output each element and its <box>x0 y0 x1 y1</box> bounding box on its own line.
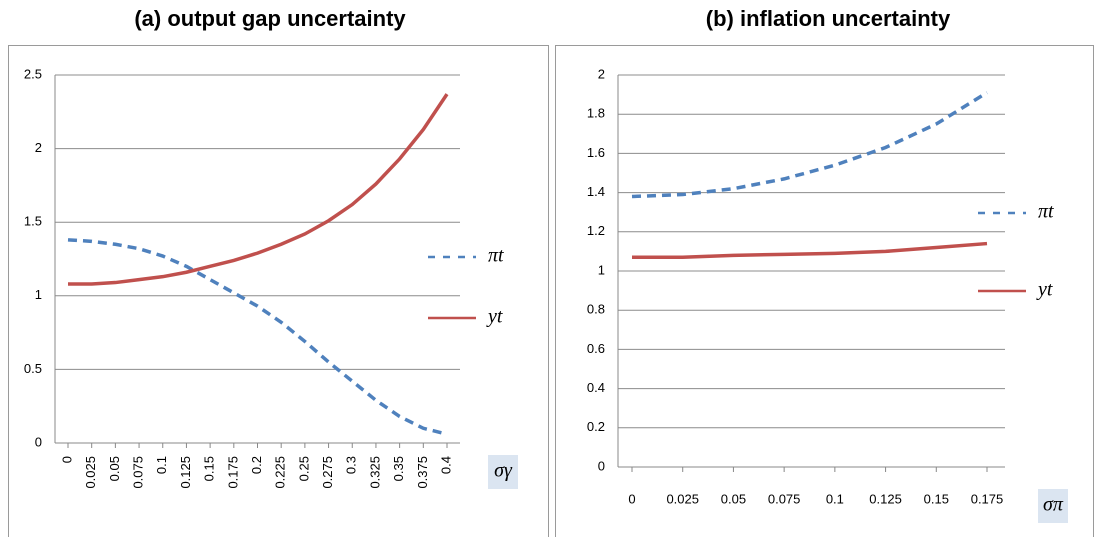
legend-label: yt <box>486 306 503 328</box>
x-tick-label: 0.175 <box>225 456 240 489</box>
x-tick-label: 0 <box>628 491 635 506</box>
y-tick-label: 1.8 <box>587 106 605 121</box>
x-tick-label: 0.075 <box>131 456 146 489</box>
x-tick-label: 0.1 <box>826 491 844 506</box>
x-tick-label: 0 <box>59 456 74 463</box>
x-tick-label: 0.125 <box>178 456 193 489</box>
data-line <box>632 241 988 260</box>
legend-label: πt <box>488 245 504 267</box>
y-tick-label: 1 <box>598 262 605 277</box>
x-tick-label: 0.25 <box>296 456 311 481</box>
y-tick-label: 1.6 <box>587 145 605 160</box>
data-line <box>67 238 448 436</box>
y-tick-label: 1.5 <box>24 214 42 229</box>
x-tick-label: 0.125 <box>869 491 902 506</box>
y-tick-label: 1.4 <box>587 184 605 199</box>
y-tick-label: 1.2 <box>587 223 605 238</box>
y-tick-label: 0.8 <box>587 302 605 317</box>
x-tick-label: 0.025 <box>666 491 699 506</box>
y-tick-label: 0.2 <box>587 419 605 434</box>
x-tick-label: 0.325 <box>367 456 382 489</box>
legend-label: yt <box>1036 279 1053 301</box>
x-tick-label: 0.225 <box>273 456 288 489</box>
x-tick-label: 0.15 <box>924 491 949 506</box>
y-tick-label: 0 <box>598 458 605 473</box>
x-tick-label: 0.025 <box>83 456 98 489</box>
x-tick-label: 0.05 <box>721 491 746 506</box>
data-line <box>68 93 449 286</box>
x-tick-label: 0.375 <box>415 456 430 489</box>
y-tick-label: 0.5 <box>24 361 42 376</box>
x-tick-label: 0.275 <box>320 456 335 489</box>
y-tick-label: 1 <box>35 287 42 302</box>
x-tick-label: 0.4 <box>438 456 453 474</box>
x-label-box <box>1038 489 1068 523</box>
x-axis-label: σπ <box>1043 494 1064 516</box>
x-tick-label: 0.3 <box>344 456 359 474</box>
x-tick-label: 0.05 <box>107 456 122 481</box>
y-tick-label: 2 <box>598 66 605 81</box>
x-tick-label: 0.2 <box>249 456 264 474</box>
x-label-box <box>488 455 518 489</box>
x-tick-label: 0.15 <box>202 456 217 481</box>
y-tick-label: 0 <box>35 434 42 449</box>
data-line <box>631 91 988 199</box>
x-tick-label: 0.1 <box>154 456 169 474</box>
x-axis-label: σγ <box>494 460 513 482</box>
x-tick-label: 0.075 <box>768 491 801 506</box>
y-tick-label: 0.4 <box>587 380 605 395</box>
legend-label: πt <box>1038 201 1054 223</box>
y-tick-label: 2 <box>35 140 42 155</box>
x-tick-label: 0.35 <box>391 456 406 481</box>
x-tick-label: 0.175 <box>971 491 1004 506</box>
y-tick-label: 2.5 <box>24 66 42 81</box>
y-tick-label: 0.6 <box>587 341 605 356</box>
chart-title: (b) inflation uncertainty <box>706 6 951 31</box>
chart-title: (a) output gap uncertainty <box>134 6 406 31</box>
